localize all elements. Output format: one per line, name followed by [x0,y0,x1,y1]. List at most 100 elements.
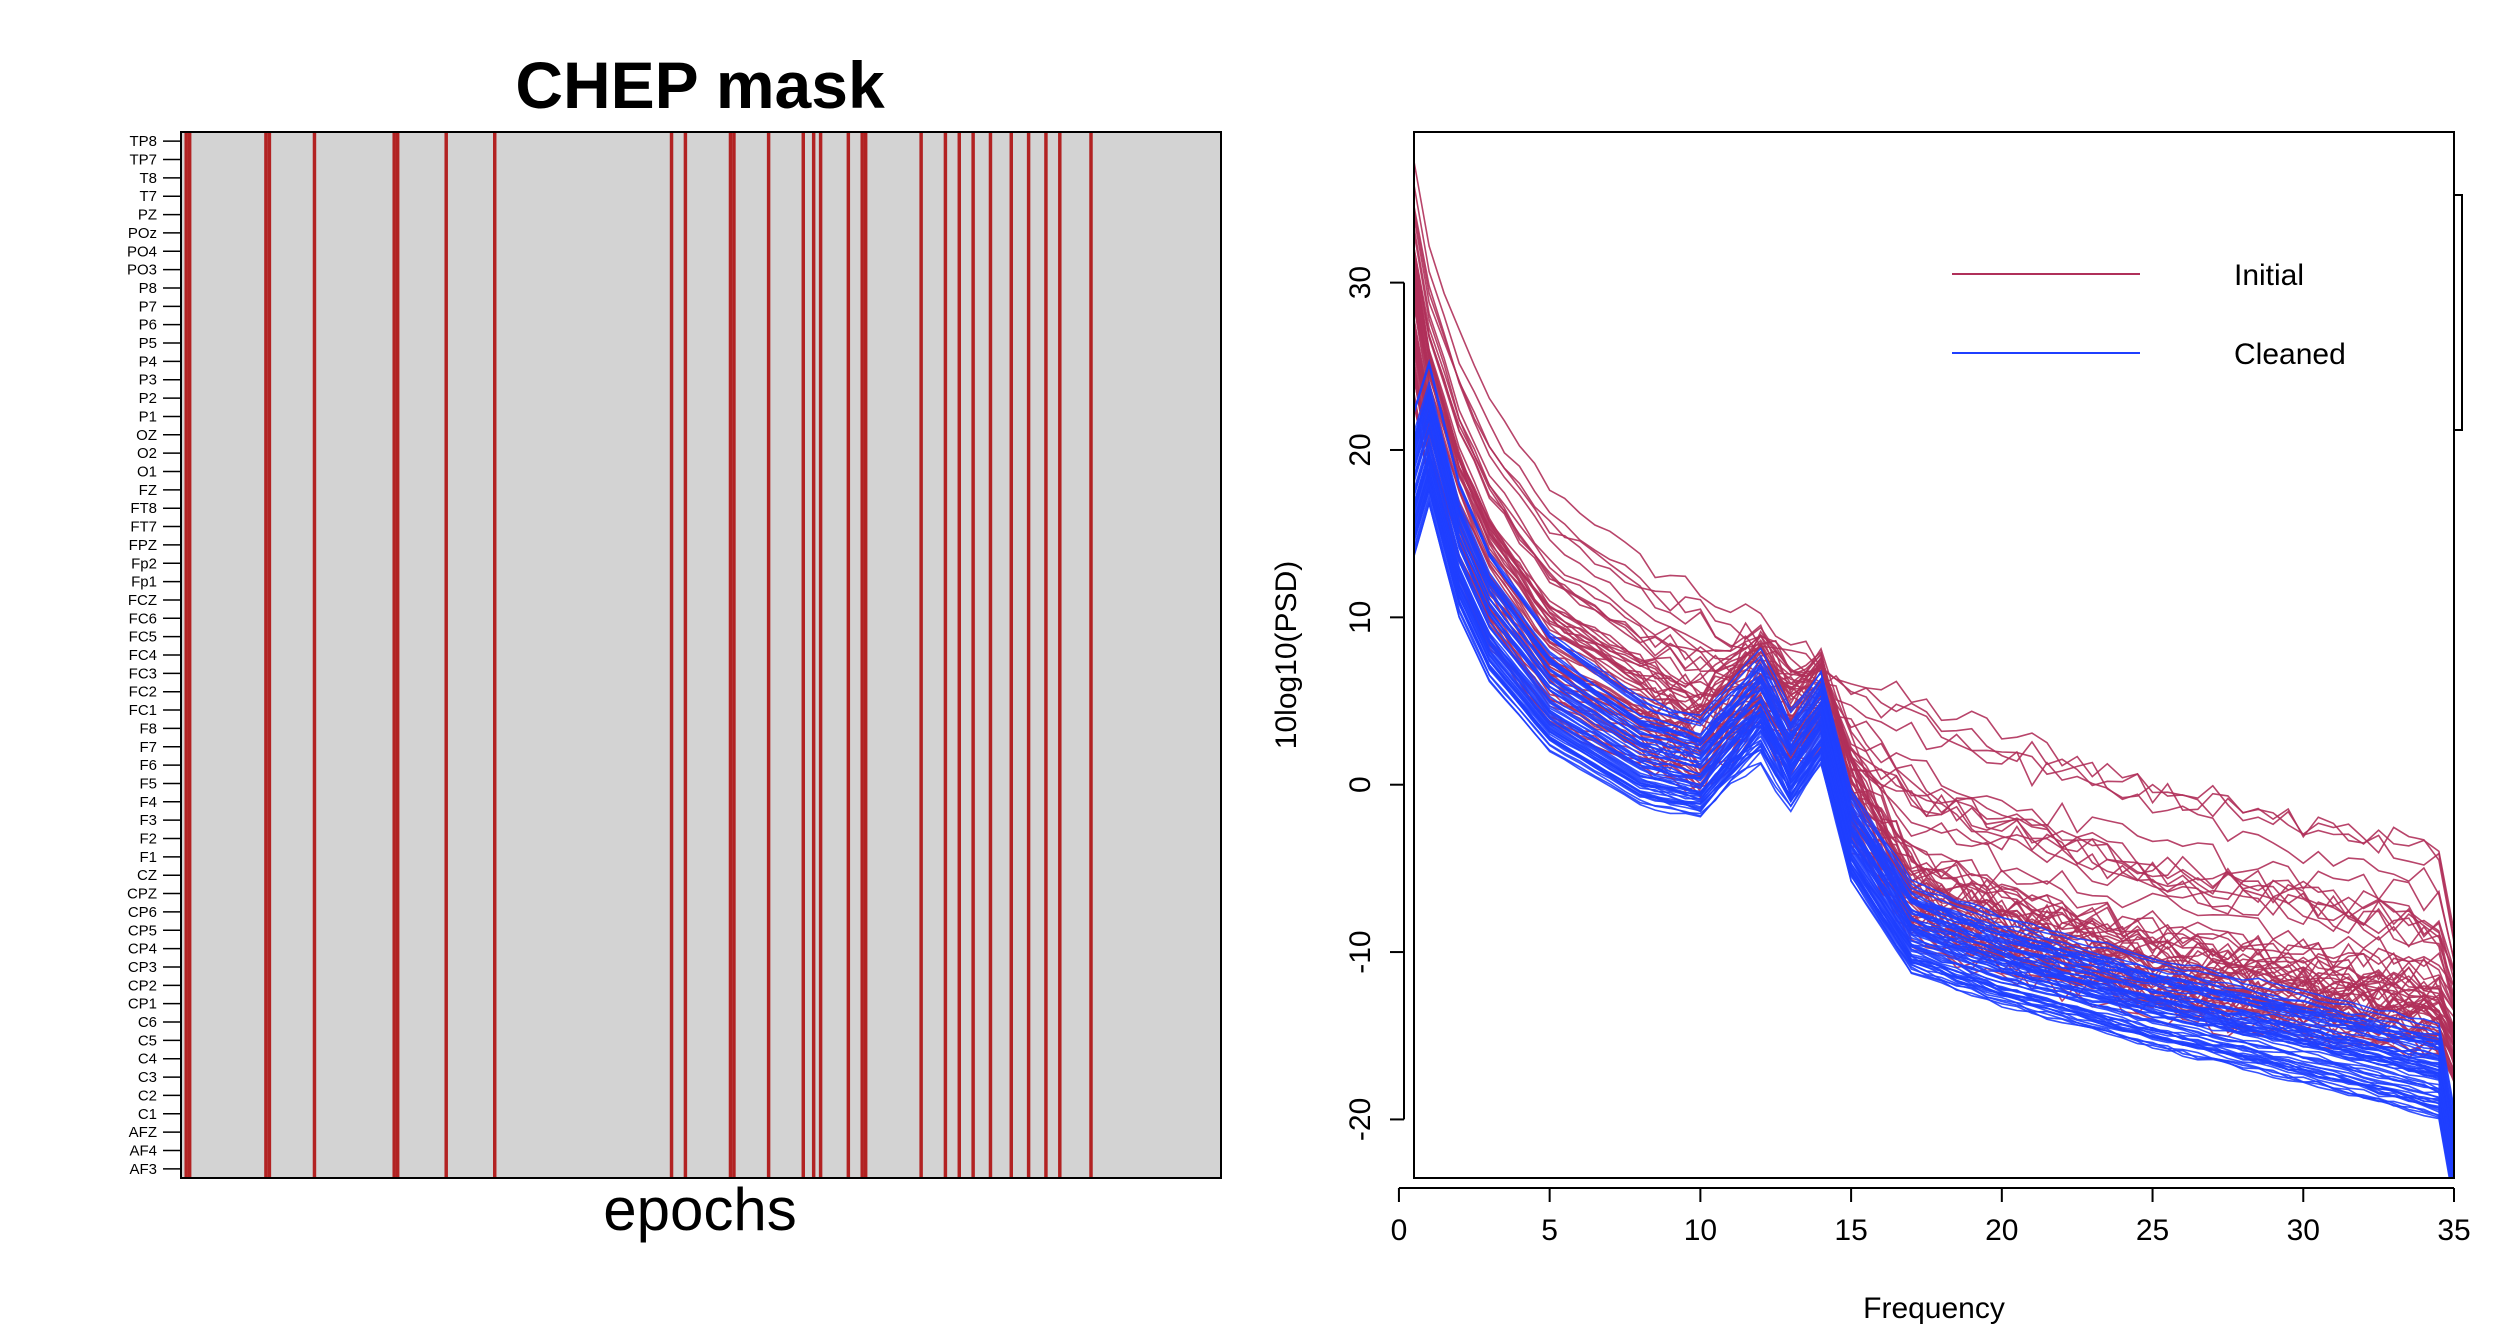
channel-label: P3 [139,372,157,389]
channel-label: C2 [138,1087,157,1104]
channel-label: CP1 [128,996,157,1013]
initial-series-line [1414,286,2454,1007]
cleaned-series-line [1414,460,2454,1178]
flagged-epoch-stripe [184,132,188,1178]
channel-label: FC2 [129,684,157,701]
flagged-epoch-stripe [732,132,736,1178]
initial-series-line [1414,301,2454,998]
channel-label: P8 [139,280,157,297]
channel-label: CP3 [128,959,157,976]
channel-label: P7 [139,298,157,315]
flagged-epoch-stripe [312,132,317,1178]
initial-series-line [1414,227,2454,973]
initial-series-line [1414,271,2454,1037]
flagged-epoch-stripe [264,132,268,1178]
initial-series-line [1414,273,2454,1018]
psd-x-axis-label: Frequency [1863,1292,2005,1325]
channel-label: FC4 [129,647,157,664]
channel-label: FC5 [129,629,157,646]
channel-label: AF3 [129,1161,157,1178]
channel-label: FC1 [129,702,157,719]
x-tick-label: 30 [2287,1214,2320,1247]
initial-series-line [1414,210,2454,941]
flagged-epoch-stripe [1026,132,1031,1178]
cleaned-series-line [1414,478,2454,1155]
mask-stripes [184,132,1093,1178]
channel-label: T7 [139,188,157,205]
channel-label: C3 [138,1069,157,1086]
channel-label: FPZ [129,537,157,554]
flagged-epoch-stripe [444,132,448,1178]
channel-label: F5 [139,775,157,792]
x-tick-label: 10 [1684,1214,1717,1247]
channel-label: AF4 [129,1142,157,1159]
cleaned-series-line [1414,484,2451,1178]
channel-label: FCZ [128,592,157,609]
channel-label: F2 [139,831,157,848]
cleaned-series-line [1414,458,2454,1163]
flagged-epoch-stripe [846,132,851,1178]
channel-label: F1 [139,849,157,866]
channel-label: PO4 [127,243,157,260]
psd-plot-frame [1413,131,2455,1179]
flagged-epoch-stripe [860,132,864,1178]
x-tick-label: 25 [2136,1214,2169,1247]
channel-label: PZ [138,207,157,224]
channel-label: FT8 [130,500,157,517]
x-tick-label: 35 [2437,1214,2470,1247]
flagged-epoch-stripe [1009,132,1013,1178]
channel-label: C1 [138,1106,157,1123]
flagged-epoch-stripe [818,132,823,1178]
y-tick-label: 20 [1344,433,1377,466]
x-tick-label: 5 [1541,1214,1558,1247]
cleaned-series-line [1414,480,2454,1161]
cleaned-series-line [1414,423,2454,1130]
channel-label: F8 [139,720,157,737]
cleaned-series-line [1414,402,2454,1127]
channel-label: C4 [138,1051,157,1068]
psd-lines [1414,161,2454,1178]
channel-label: Fp1 [131,574,157,591]
cleaned-series-line [1414,466,2454,1170]
psd-y-axis: -20 -10 0 10 20 30 [1344,266,1405,1141]
initial-series-line [1414,268,2454,1012]
flagged-epoch-stripe [187,132,192,1178]
cleaned-series-line [1414,393,2454,1124]
flagged-epoch-stripe [728,132,733,1178]
flagged-epoch-stripe [267,132,272,1178]
initial-series-line [1414,251,2454,970]
channel-label: CZ [137,867,157,884]
channel-label: TP8 [129,133,157,150]
flagged-epoch-stripe [392,132,396,1178]
channel-label: F4 [139,794,157,811]
flagged-epoch-stripe [957,132,961,1178]
mask-x-axis-label: epochs [603,1176,796,1243]
mask-channel-axis: TP8TP7T8T7PZPOzPO4PO3P8P7P6P5P4P3P2P1OZO… [127,133,181,1178]
legend-label-cleaned: Cleaned [2234,338,2346,371]
flagged-epoch-stripe [919,132,923,1178]
channel-label: C6 [138,1014,157,1031]
flagged-epoch-stripe [943,132,948,1178]
flagged-epoch-stripe [683,132,688,1178]
flagged-epoch-stripe [766,132,771,1178]
x-tick-label: 0 [1391,1214,1408,1247]
cleaned-series-line [1414,454,2454,1158]
channel-label: T8 [139,170,157,187]
initial-series-line [1414,324,2454,1042]
mask-title: CHEP mask [515,48,885,122]
y-tick-label: 0 [1344,776,1377,793]
flagged-epoch-stripe [1058,132,1062,1178]
mask-background [181,132,1221,1178]
cleaned-series-line [1414,472,2453,1178]
y-tick-label: 30 [1344,266,1377,299]
channel-label: POz [128,225,157,242]
channel-label: TP7 [129,152,157,169]
cleaned-series-line [1414,358,2454,1109]
y-tick-label: -10 [1344,930,1377,973]
channel-label: F7 [139,739,157,756]
initial-series-line [1414,248,2454,961]
channel-label: P6 [139,317,157,334]
cleaned-series-line [1414,417,2454,1144]
channel-label: FC3 [129,665,157,682]
cleaned-series-line [1414,485,2454,1159]
